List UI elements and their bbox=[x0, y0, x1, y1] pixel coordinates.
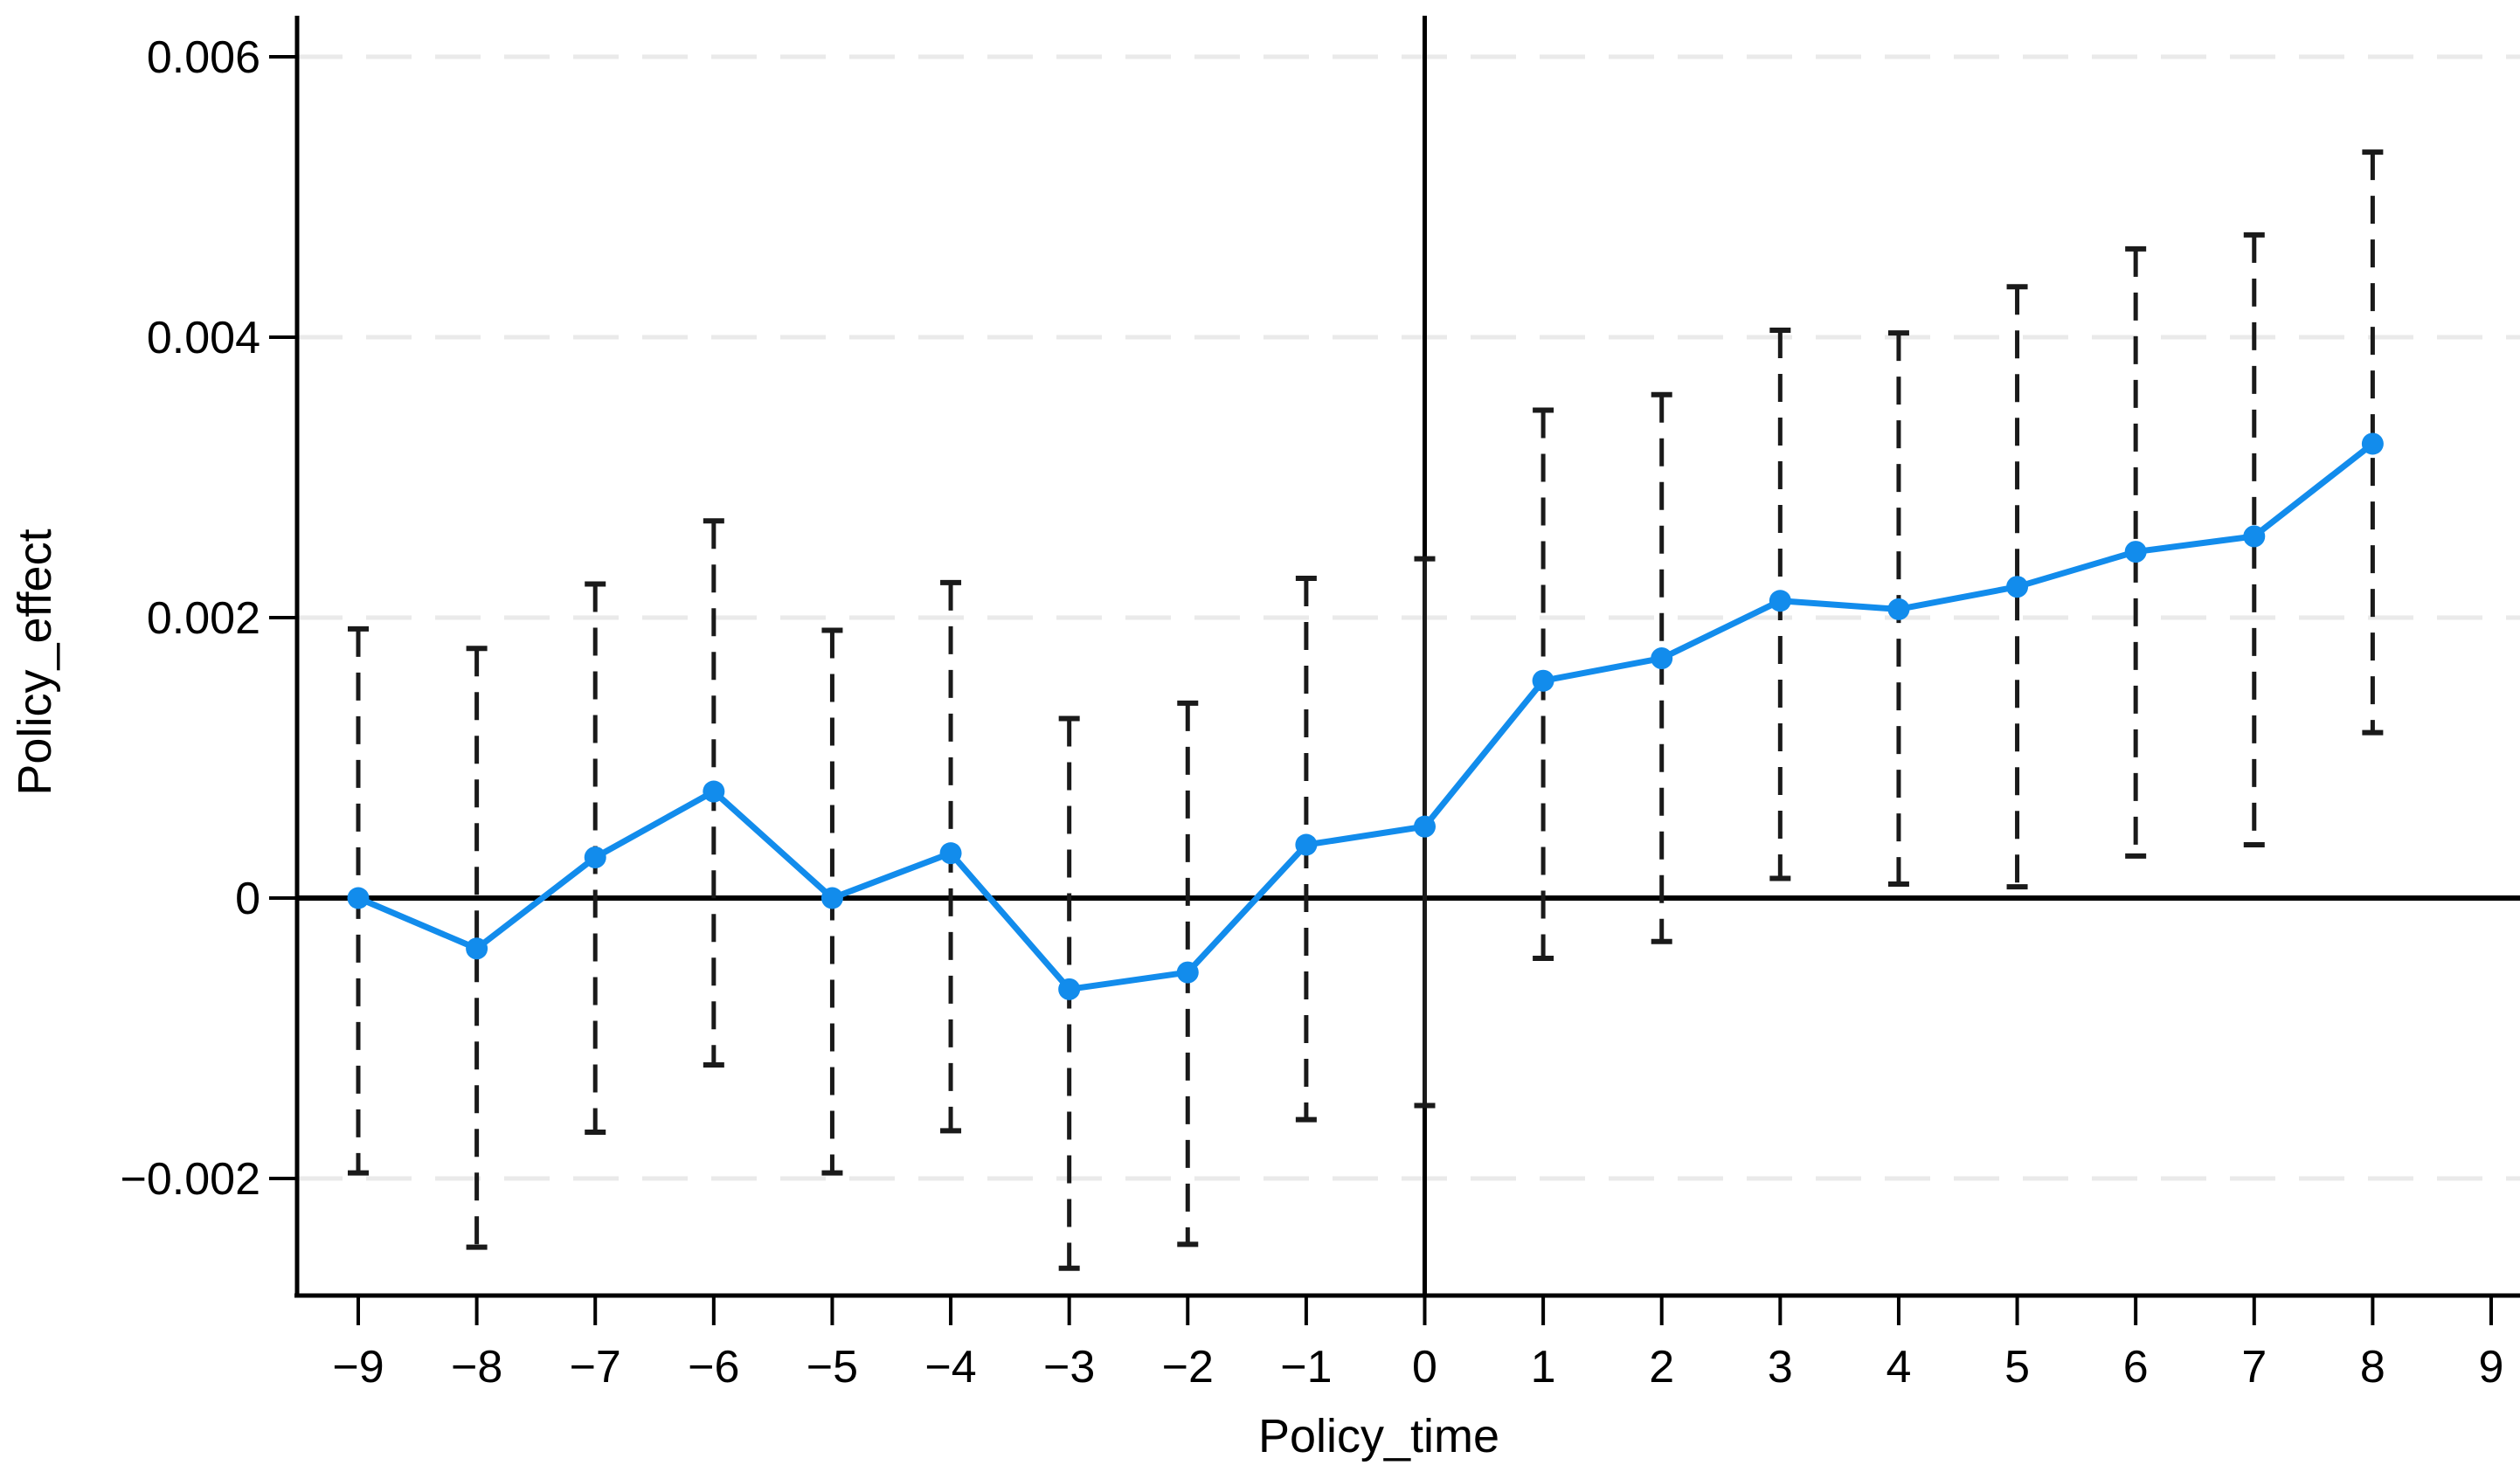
data-point-t6 bbox=[2124, 541, 2147, 563]
data-point-t-4 bbox=[939, 842, 962, 865]
x-tick-label--8: −8 bbox=[451, 1342, 502, 1393]
x-tick-label-4: 4 bbox=[1886, 1342, 1911, 1393]
x-tick-label-2: 2 bbox=[1649, 1342, 1674, 1393]
y-tick-label--0.002: −0.002 bbox=[121, 1154, 261, 1205]
data-point-t-6 bbox=[703, 780, 725, 803]
x-tick-label--2: −2 bbox=[1162, 1342, 1214, 1393]
x-tick-label--9: −9 bbox=[332, 1342, 384, 1393]
data-point-t0 bbox=[1414, 815, 1436, 838]
data-point-t3 bbox=[1769, 590, 1791, 612]
x-tick-label--6: −6 bbox=[688, 1342, 739, 1393]
x-tick-label--5: −5 bbox=[807, 1342, 858, 1393]
x-tick-label--4: −4 bbox=[924, 1342, 976, 1393]
data-point-t-9 bbox=[347, 887, 370, 909]
data-point-t-2 bbox=[1176, 961, 1199, 984]
x-tick-label-7: 7 bbox=[2241, 1342, 2267, 1393]
data-point-t7 bbox=[2243, 525, 2266, 548]
x-tick-label-3: 3 bbox=[1768, 1342, 1793, 1393]
x-tick-label-9: 9 bbox=[2479, 1342, 2504, 1393]
x-tick-label--7: −7 bbox=[570, 1342, 621, 1393]
plot-area: 0.006 0.004 0.002 0 −0.002 −9 −8 −7 −6 −5 −4 −3 −2 −1… bbox=[121, 16, 2520, 1393]
policy-effect-line bbox=[355, 440, 2376, 992]
x-axis-title: Policy_time bbox=[1258, 1410, 1499, 1462]
y-tick-label-0: 0 bbox=[235, 874, 260, 924]
y-axis-title: Policy_effect bbox=[9, 529, 61, 795]
x-tick-label-6: 6 bbox=[2123, 1342, 2149, 1393]
y-tick-label-0.004: 0.004 bbox=[147, 313, 260, 363]
data-point-t-5 bbox=[820, 887, 843, 909]
data-point-t-8 bbox=[466, 937, 488, 960]
x-tick-label-1: 1 bbox=[1531, 1342, 1556, 1393]
data-point-t-3 bbox=[1058, 978, 1081, 1000]
y-tick-label-0.006: 0.006 bbox=[147, 32, 260, 83]
data-point-t5 bbox=[2006, 576, 2029, 598]
data-point-t1 bbox=[1532, 669, 1554, 692]
data-point-t-1 bbox=[1295, 833, 1318, 856]
x-tick-label-0: 0 bbox=[1412, 1342, 1437, 1393]
data-point-t2 bbox=[1651, 647, 1673, 670]
y-tick-label-0.002: 0.002 bbox=[147, 593, 260, 644]
data-point-t8 bbox=[2361, 432, 2384, 455]
data-point-t-7 bbox=[584, 846, 606, 868]
x-tick-label--1: −1 bbox=[1280, 1342, 1332, 1393]
data-point-t4 bbox=[1887, 598, 1910, 620]
x-tick-label--3: −3 bbox=[1043, 1342, 1095, 1393]
x-tick-label-8: 8 bbox=[2360, 1342, 2385, 1393]
x-tick-label-5: 5 bbox=[2004, 1342, 2030, 1393]
